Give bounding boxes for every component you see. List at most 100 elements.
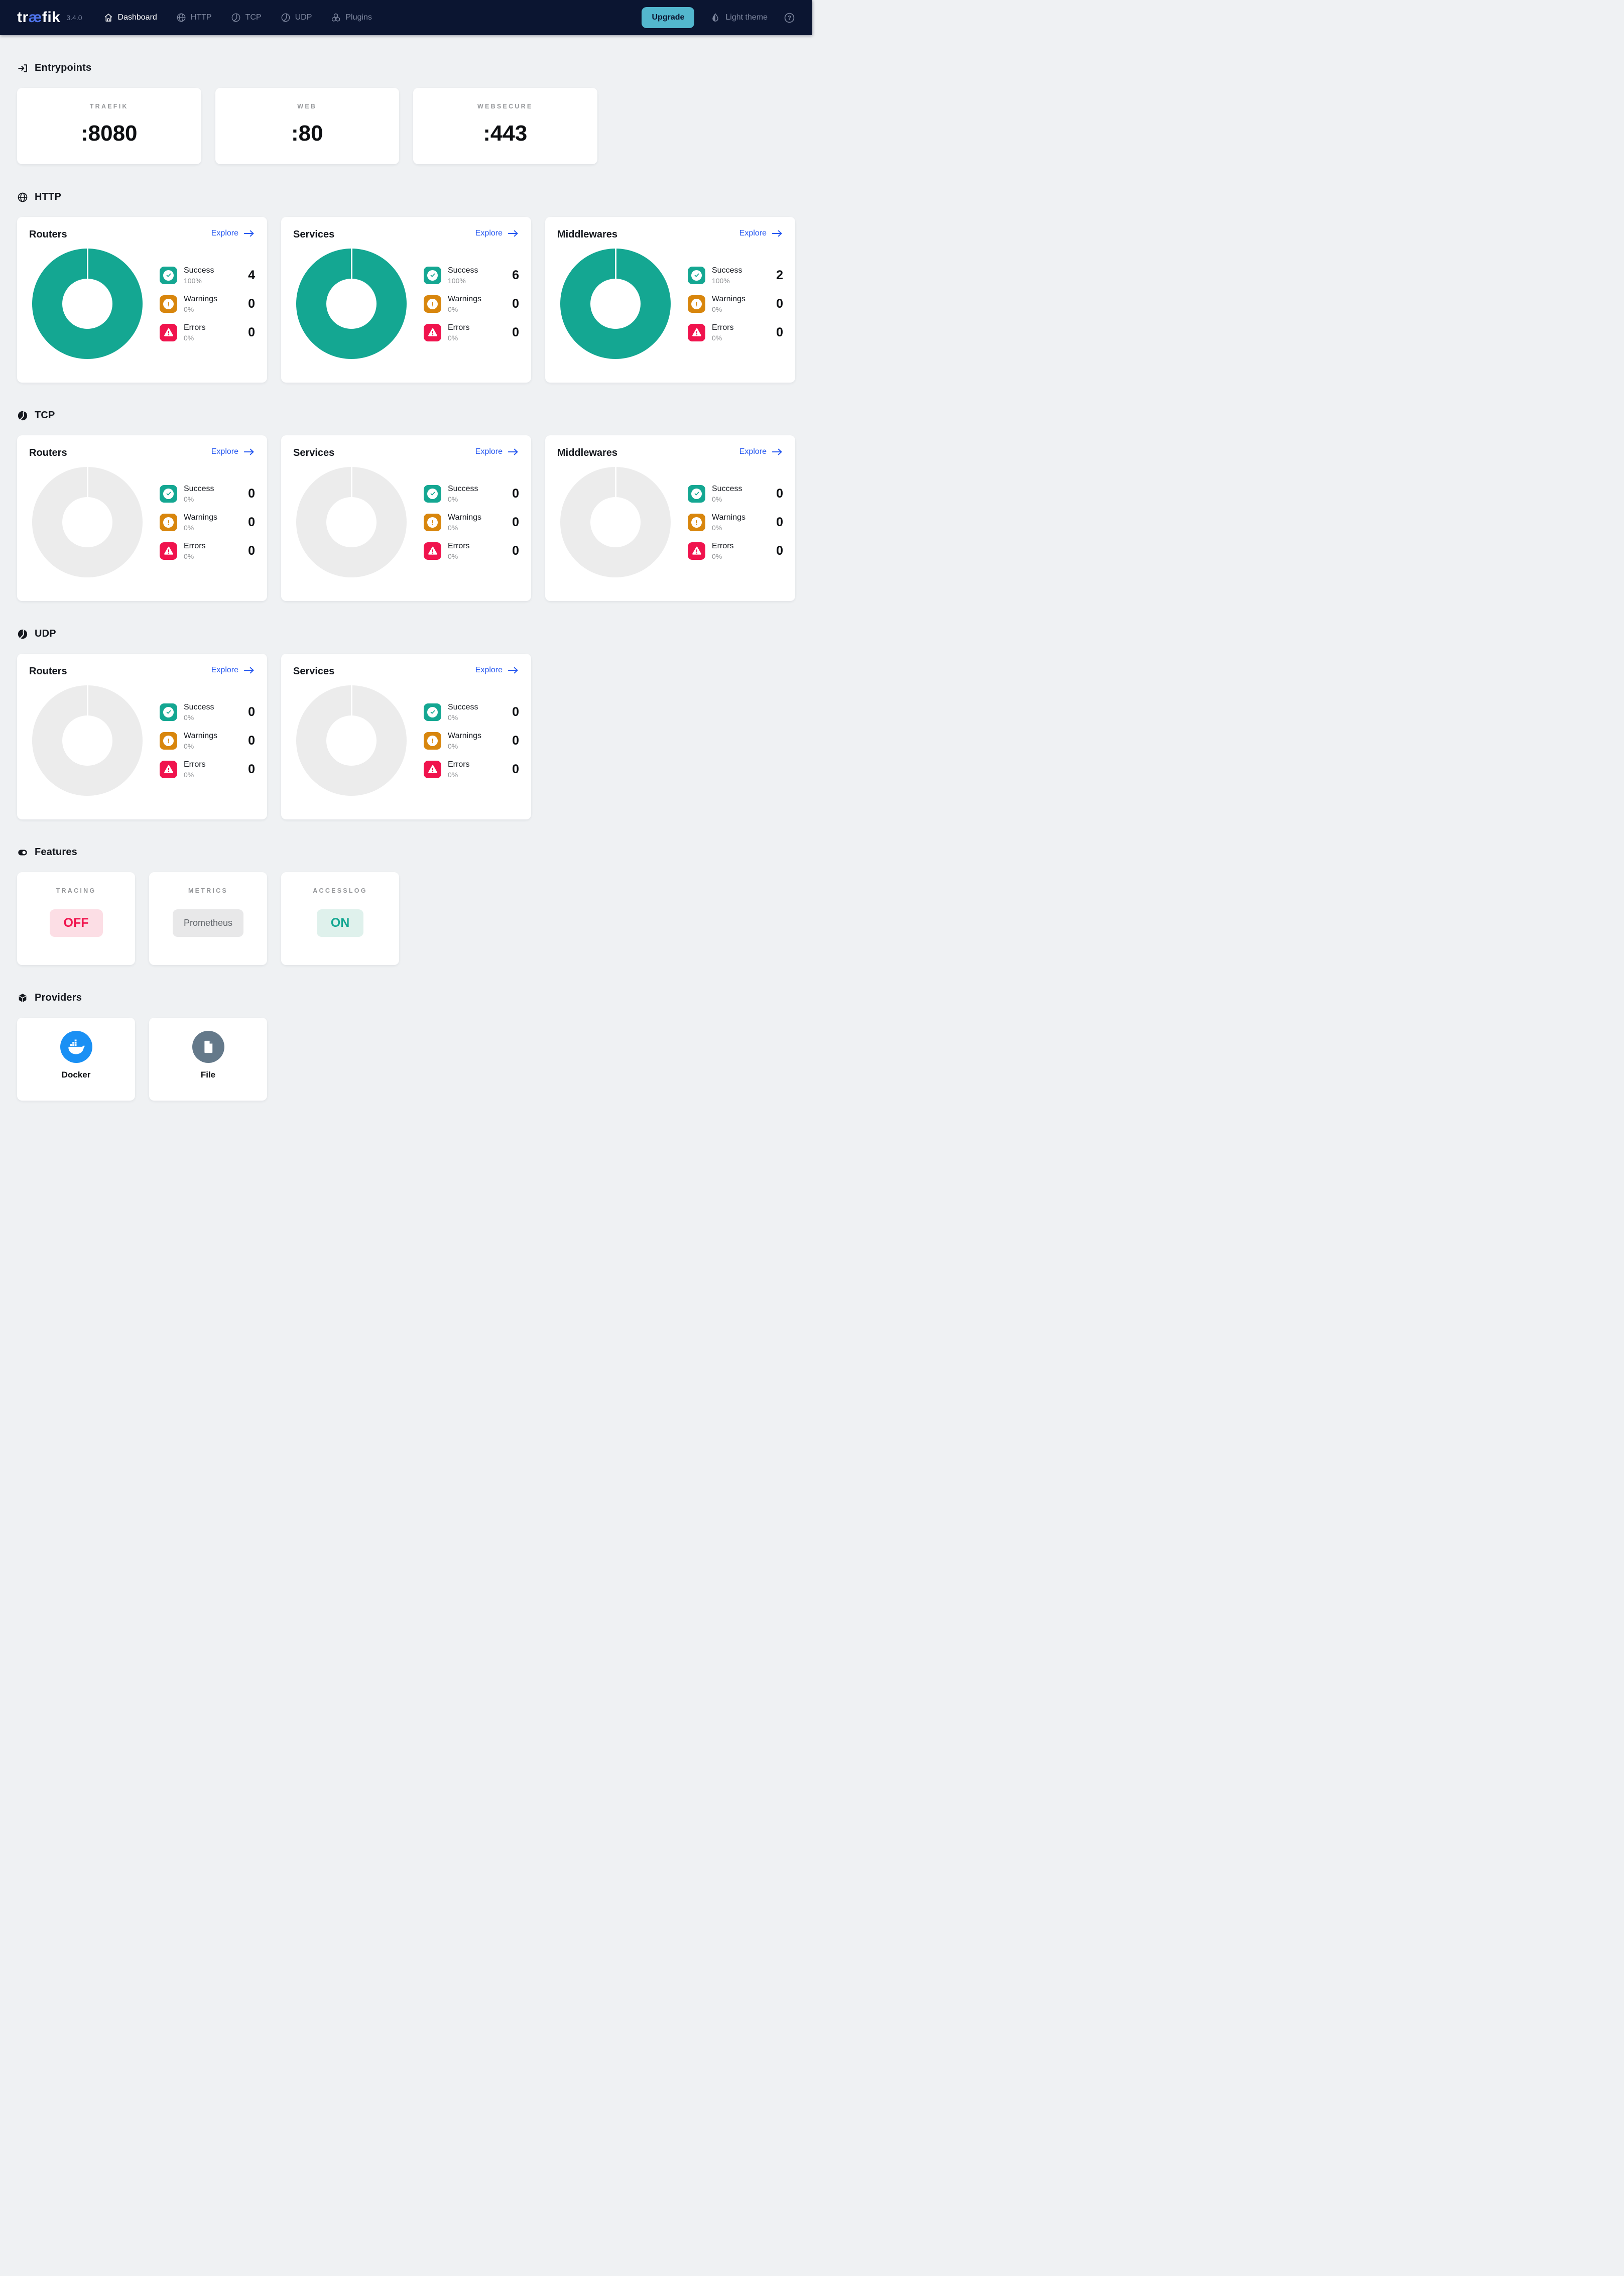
legend-label: Warnings bbox=[712, 294, 745, 303]
nav-item-http[interactable]: HTTP bbox=[176, 13, 212, 23]
legend-percent: 0% bbox=[448, 770, 458, 779]
legend-count: 0 bbox=[512, 515, 519, 529]
donut-chart bbox=[32, 249, 143, 359]
explore-link[interactable]: Explore bbox=[475, 229, 519, 238]
tcp-heading: TCP bbox=[17, 383, 795, 421]
file-icon bbox=[192, 1031, 224, 1063]
legend-row-errors: Errors 0% 0 bbox=[160, 323, 255, 342]
entrypoint-card: WEBSECURE :443 bbox=[413, 88, 597, 164]
ball-icon bbox=[18, 629, 28, 639]
entrypoint-port: :80 bbox=[291, 121, 323, 146]
gauge-card-body: Success 100% 6 Warnings 0% 0 bbox=[293, 249, 519, 359]
warning-icon bbox=[424, 513, 441, 531]
gauge-card: Middlewares Explore Success bbox=[545, 435, 795, 601]
legend-row-warnings: Warnings 0% 0 bbox=[160, 513, 255, 532]
card-title: Services bbox=[293, 447, 335, 458]
toggle-icon bbox=[18, 850, 27, 855]
explore-link[interactable]: Explore bbox=[739, 447, 783, 456]
entrypoint-port: :443 bbox=[483, 121, 528, 146]
error-icon bbox=[688, 542, 705, 560]
legend-row-warnings: Warnings 0% 0 bbox=[688, 295, 783, 313]
success-icon bbox=[424, 266, 441, 284]
navbar-right: Upgrade Light theme ? bbox=[642, 7, 795, 28]
explore-link[interactable]: Explore bbox=[211, 666, 255, 675]
gauge-legend: Success 100% 4 Warnings 0% 0 bbox=[160, 266, 255, 342]
gauge-card-header: Middlewares Explore bbox=[557, 445, 783, 459]
legend-label: Warnings bbox=[184, 294, 217, 303]
explore-label: Explore bbox=[211, 229, 238, 237]
arrow-right-icon bbox=[243, 667, 254, 674]
gauge-card: Routers Explore Success bbox=[17, 654, 267, 819]
section-tcp: TCP Routers Explore bbox=[17, 383, 795, 601]
nav-item-label: Dashboard bbox=[117, 13, 157, 22]
gauge-card-header: Routers Explore bbox=[29, 445, 255, 459]
provider-label: File bbox=[200, 1070, 216, 1080]
card-title: Routers bbox=[29, 229, 67, 240]
explore-label: Explore bbox=[211, 666, 238, 674]
legend-percent: 0% bbox=[712, 333, 722, 342]
explore-link[interactable]: Explore bbox=[739, 229, 783, 238]
legend-percent: 0% bbox=[184, 713, 194, 722]
globe-icon bbox=[177, 13, 186, 22]
explore-link[interactable]: Explore bbox=[211, 229, 255, 238]
legend-count: 0 bbox=[248, 515, 255, 529]
legend-percent: 0% bbox=[184, 495, 194, 503]
theme-toggle[interactable]: Light theme bbox=[710, 13, 768, 23]
nav-item-plugins[interactable]: Plugins bbox=[331, 13, 372, 23]
legend-row-errors: Errors 0% 0 bbox=[424, 542, 519, 560]
gauge-card-body: Success 0% 0 Warnings 0% 0 bbox=[29, 685, 255, 796]
section-title: UDP bbox=[35, 628, 56, 639]
legend-count: 0 bbox=[248, 486, 255, 501]
legend-count: 0 bbox=[512, 733, 519, 748]
gauge-card-body: Success 0% 0 Warnings 0% 0 bbox=[293, 467, 519, 577]
entrypoint-port: :8080 bbox=[80, 121, 138, 146]
success-icon bbox=[160, 703, 177, 721]
legend-count: 0 bbox=[776, 486, 783, 501]
gauge-card: Services Explore Success bbox=[281, 217, 531, 383]
feature-status-badge: OFF bbox=[49, 909, 103, 937]
http-cards-grid: Routers Explore Success bbox=[17, 217, 795, 383]
providers-heading: Providers bbox=[17, 965, 795, 1004]
explore-link[interactable]: Explore bbox=[211, 447, 255, 456]
section-title: Providers bbox=[35, 992, 82, 1003]
legend-label: Success bbox=[184, 702, 214, 711]
help-button[interactable]: ? bbox=[784, 12, 795, 24]
legend-label: Warnings bbox=[448, 513, 481, 522]
nav-item-dashboard[interactable]: Dashboard bbox=[103, 13, 157, 23]
home-icon bbox=[104, 14, 112, 22]
nav-item-tcp[interactable]: TCP bbox=[231, 13, 262, 23]
feature-card-accesslog: ACCESSLOG ON bbox=[281, 872, 399, 965]
ball-icon bbox=[231, 13, 240, 22]
legend-row-warnings: Warnings 0% 0 bbox=[424, 295, 519, 313]
gauge-card-header: Services Explore bbox=[293, 227, 519, 241]
logo-part: fik bbox=[42, 9, 61, 26]
section-udp: UDP Routers Explore bbox=[17, 601, 795, 819]
gauge-card-header: Routers Explore bbox=[29, 664, 255, 677]
donut-chart bbox=[32, 685, 143, 796]
arrow-right-icon bbox=[508, 448, 518, 455]
explore-link[interactable]: Explore bbox=[475, 447, 519, 456]
legend-count: 0 bbox=[512, 486, 519, 501]
legend-label: Errors bbox=[448, 760, 470, 769]
legend-label: Errors bbox=[448, 323, 470, 332]
donut-chart bbox=[560, 249, 671, 359]
error-icon bbox=[160, 323, 177, 341]
explore-link[interactable]: Explore bbox=[475, 666, 519, 675]
warning-icon bbox=[160, 732, 177, 750]
legend-percent: 0% bbox=[712, 523, 722, 532]
legend-percent: 100% bbox=[712, 276, 730, 285]
udp-cards-grid: Routers Explore Success bbox=[17, 654, 795, 819]
gauge-card: Services Explore Success bbox=[281, 435, 531, 601]
explore-label: Explore bbox=[475, 447, 503, 456]
upgrade-button[interactable]: Upgrade bbox=[642, 7, 695, 28]
nav-item-udp[interactable]: UDP bbox=[281, 13, 312, 23]
legend-count: 0 bbox=[776, 515, 783, 529]
gauge-card-body: Success 100% 2 Warnings 0% 0 bbox=[557, 249, 783, 359]
feature-label: METRICS bbox=[188, 887, 228, 894]
legend-row-success: Success 0% 0 bbox=[424, 485, 519, 503]
legend-label: Success bbox=[184, 266, 214, 275]
arrow-right-icon bbox=[243, 448, 254, 455]
donut-chart bbox=[296, 685, 407, 796]
gauge-legend: Success 100% 2 Warnings 0% 0 bbox=[688, 266, 783, 342]
feature-card-tracing: TRACING OFF bbox=[17, 872, 135, 965]
